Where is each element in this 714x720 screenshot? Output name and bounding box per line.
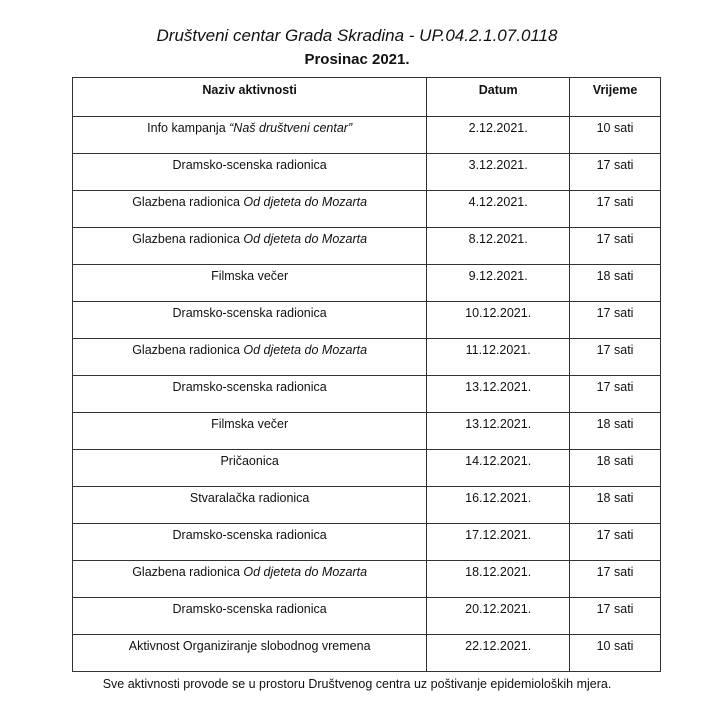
activity-name-cell: Stvaralačka radionica	[71, 486, 428, 524]
activity-name-cell: Glazbena radionica Od djeteta do Mozarta	[71, 560, 428, 598]
date-cell: 10.12.2021.	[426, 301, 571, 339]
time-cell: 17 sati	[569, 227, 661, 265]
table-row: Glazbena radionica Od djeteta do Mozarta…	[71, 338, 661, 376]
activity-name: Dramsko-scenska radionica	[172, 528, 327, 542]
table-row: Info kampanja “Naš društveni centar” 2.12…	[71, 116, 661, 154]
activity-name-cell: Dramsko-scenska radionica	[71, 153, 428, 191]
activity-name: Dramsko-scenska radionica	[172, 158, 327, 172]
activity-name: Filmska večer	[211, 417, 289, 431]
activity-name-italic: “Naš društveni centar”	[229, 121, 353, 135]
activity-name: Aktivnost Organiziranje slobodnog vremen…	[128, 639, 371, 653]
activity-name-cell: Aktivnost Organiziranje slobodnog vremen…	[71, 634, 428, 672]
activity-name: Info kampanja	[147, 121, 230, 135]
footer-note: Sve aktivnosti provode se u prostoru Dru…	[102, 677, 612, 691]
activity-name-italic: Od djeteta do Mozarta	[243, 195, 368, 209]
date-cell: 8.12.2021.	[426, 227, 571, 265]
time-cell: 18 sati	[569, 412, 661, 450]
activities-table: Naziv aktivnosti Datum Vrijeme Info kamp…	[71, 77, 661, 672]
date-cell: 13.12.2021.	[426, 412, 571, 450]
table-header-row: Naziv aktivnosti Datum Vrijeme	[71, 77, 661, 117]
date-cell: 20.12.2021.	[426, 597, 571, 635]
table-row: Dramsko-scenska radionica 10.12.2021. 17 s…	[71, 301, 661, 339]
activity-name: Glazbena radionica	[132, 565, 244, 579]
date-cell: 13.12.2021.	[426, 375, 571, 413]
activity-name: Glazbena radionica	[132, 232, 244, 246]
time-cell: 17 sati	[569, 338, 661, 376]
date-cell: 3.12.2021.	[426, 153, 571, 191]
date-cell: 4.12.2021.	[426, 190, 571, 228]
table-row: Stvaralačka radionica 16.12.2021. 18 sati	[71, 486, 661, 524]
time-cell: 18 sati	[569, 449, 661, 487]
table-row: Dramsko-scenska radionica 20.12.2021. 17 s…	[71, 597, 661, 635]
activity-name-cell: Glazbena radionica Od djeteta do Mozarta	[71, 227, 428, 265]
activity-name: Glazbena radionica	[132, 195, 244, 209]
header-time: Vrijeme	[569, 77, 661, 117]
activity-name-italic: Od djeteta do Mozarta	[243, 232, 368, 246]
activity-name-cell: Pričaonica	[71, 449, 428, 487]
activity-name-cell: Glazbena radionica Od djeteta do Mozarta	[71, 338, 428, 376]
activity-name-cell: Dramsko-scenska radionica	[71, 597, 428, 635]
activity-name-cell: Dramsko-scenska radionica	[71, 523, 428, 561]
table-row: Filmska večer 13.12.2021. 18 sati	[71, 412, 661, 450]
activity-name-cell: Dramsko-scenska radionica	[71, 301, 428, 339]
time-cell: 17 sati	[569, 560, 661, 598]
header-date: Datum	[426, 77, 571, 117]
table-row: Pričaonica 14.12.2021. 18 sati	[71, 449, 661, 487]
time-cell: 17 sati	[569, 190, 661, 228]
date-cell: 22.12.2021.	[426, 634, 571, 672]
time-cell: 17 sati	[569, 375, 661, 413]
time-cell: 10 sati	[569, 634, 661, 672]
date-cell: 14.12.2021.	[426, 449, 571, 487]
table-row: Dramsko-scenska radionica 17.12.2021. 17 s…	[71, 523, 661, 561]
activity-name-cell: Dramsko-scenska radionica	[71, 375, 428, 413]
header-activity-name: Naziv aktivnosti	[71, 77, 428, 117]
activity-name: Filmska večer	[211, 269, 289, 283]
date-cell: 9.12.2021.	[426, 264, 571, 302]
time-cell: 18 sati	[569, 486, 661, 524]
document-title: Društveni centar Grada Skradina - UP.04.…	[156, 26, 558, 45]
table-row: Dramsko-scenska radionica 13.12.2021. 17 s…	[71, 375, 661, 413]
time-cell: 17 sati	[569, 153, 661, 191]
activity-name: Pričaonica	[220, 454, 279, 468]
activity-name-cell: Glazbena radionica Od djeteta do Mozarta	[71, 190, 428, 228]
activity-name: Dramsko-scenska radionica	[172, 306, 327, 320]
date-cell: 17.12.2021.	[426, 523, 571, 561]
time-cell: 17 sati	[569, 597, 661, 635]
document-subtitle: Prosinac 2021.	[304, 51, 410, 68]
activity-name-cell: Filmska večer	[71, 264, 428, 302]
table-row: Aktivnost Organiziranje slobodnog vremen…	[71, 634, 661, 672]
activity-name: Glazbena radionica	[132, 343, 244, 357]
table-row: Glazbena radionica Od djeteta do Mozarta…	[71, 190, 661, 228]
date-cell: 18.12.2021.	[426, 560, 571, 598]
activity-name: Dramsko-scenska radionica	[172, 380, 327, 394]
activity-name-cell: Info kampanja “Naš društveni centar”	[71, 116, 428, 154]
table-row: Dramsko-scenska radionica 3.12.2021. 17 sa…	[71, 153, 661, 191]
time-cell: 10 sati	[569, 116, 661, 154]
activity-name-cell: Filmska večer	[71, 412, 428, 450]
activity-name: Dramsko-scenska radionica	[172, 602, 327, 616]
date-cell: 2.12.2021.	[426, 116, 571, 154]
time-cell: 17 sati	[569, 523, 661, 561]
activity-name: Stvaralačka radionica	[189, 491, 310, 505]
activity-name-italic: Od djeteta do Mozarta	[243, 565, 368, 579]
date-cell: 11.12.2021.	[426, 338, 571, 376]
date-cell: 16.12.2021.	[426, 486, 571, 524]
time-cell: 17 sati	[569, 301, 661, 339]
table-row: Glazbena radionica Od djeteta do Mozarta…	[71, 227, 661, 265]
table-row: Filmska večer 9.12.2021. 18 sati	[71, 264, 661, 302]
time-cell: 18 sati	[569, 264, 661, 302]
activity-name-italic: Od djeteta do Mozarta	[243, 343, 368, 357]
table-row: Glazbena radionica Od djeteta do Mozarta…	[71, 560, 661, 598]
